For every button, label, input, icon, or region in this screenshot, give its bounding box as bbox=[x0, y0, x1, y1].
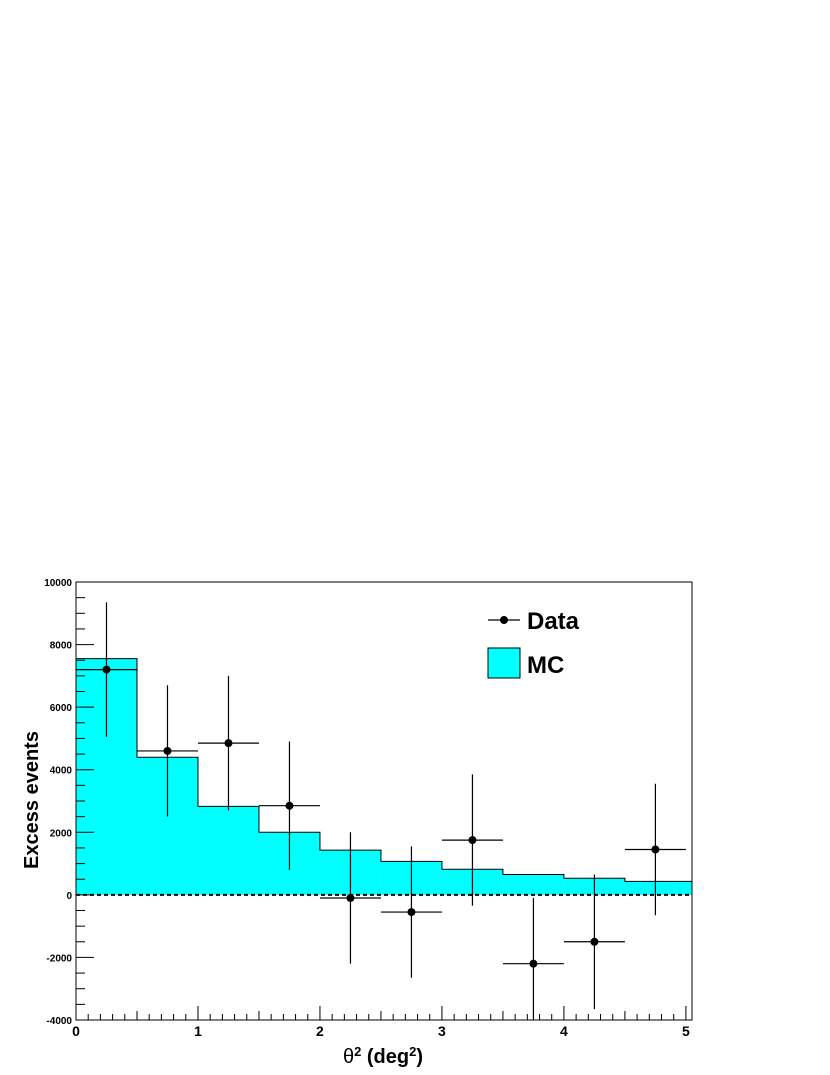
data-series bbox=[76, 602, 686, 1020]
y-tick-label: 4000 bbox=[50, 766, 73, 777]
mc-outline bbox=[75, 658, 692, 895]
data-marker-5 bbox=[407, 908, 416, 917]
data-point-1 bbox=[136, 685, 198, 817]
data-marker-9 bbox=[651, 845, 660, 854]
data-marker-8 bbox=[590, 937, 599, 946]
legend-data-marker bbox=[500, 616, 508, 624]
y-tick-label: 6000 bbox=[50, 703, 73, 714]
data-point-4 bbox=[319, 832, 381, 964]
data-point-0 bbox=[76, 602, 137, 737]
data-marker-2 bbox=[224, 739, 233, 748]
data-marker-0 bbox=[102, 665, 111, 674]
x-tick-label: 0 bbox=[72, 1023, 80, 1039]
data-point-2 bbox=[197, 675, 259, 811]
data-point-7 bbox=[502, 897, 564, 1020]
data-marker-4 bbox=[346, 893, 355, 902]
data-point-9 bbox=[624, 783, 686, 916]
data-point-6 bbox=[441, 774, 503, 906]
y-tick-label: 10000 bbox=[44, 578, 72, 589]
mc-bin-9 bbox=[624, 881, 692, 895]
legend-mc-swatch bbox=[487, 647, 521, 679]
legend: Data MC bbox=[487, 608, 580, 679]
mc-bin-2 bbox=[197, 806, 259, 895]
data-marker-1 bbox=[163, 746, 172, 755]
legend-mc-label: MC bbox=[527, 652, 564, 679]
x-tick-label: 4 bbox=[560, 1023, 568, 1039]
y-axis-title: Excess events bbox=[21, 731, 43, 869]
data-marker-3 bbox=[285, 801, 294, 810]
y-tick-label: 8000 bbox=[50, 641, 73, 652]
data-point-5 bbox=[380, 846, 442, 978]
x-tick-label: 2 bbox=[316, 1023, 324, 1039]
data-point-8 bbox=[563, 874, 625, 1010]
y-axis: -4000 -2000 0 2000 4000 6000 8000 10000 bbox=[44, 578, 94, 1027]
x-tick-label: 5 bbox=[682, 1023, 690, 1039]
mc-bin-7 bbox=[502, 874, 564, 895]
y-tick-label: 2000 bbox=[50, 828, 73, 839]
y-tick-label: -4000 bbox=[46, 1016, 72, 1027]
x-tick-label: 3 bbox=[438, 1023, 446, 1039]
y-tick-label: 0 bbox=[66, 891, 72, 902]
data-point-3 bbox=[258, 741, 320, 870]
data-marker-7 bbox=[529, 959, 538, 968]
x-axis-title: θ2 (deg2) bbox=[343, 1044, 423, 1069]
y-tick-label: -2000 bbox=[46, 953, 72, 964]
data-marker-6 bbox=[468, 836, 477, 845]
mc-histogram bbox=[75, 658, 692, 895]
legend-data-label: Data bbox=[527, 608, 580, 635]
x-axis: 0 1 2 3 4 5 bbox=[72, 1006, 690, 1039]
x-tick-label: 1 bbox=[194, 1023, 202, 1039]
